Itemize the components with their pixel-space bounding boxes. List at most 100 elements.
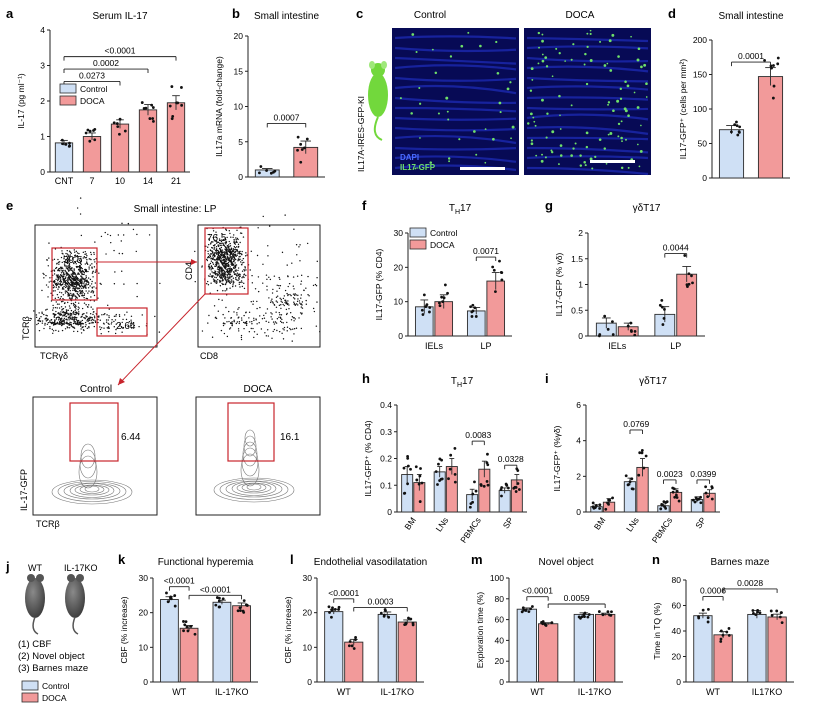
cell-event [62,277,65,279]
gfp-cell [475,153,478,156]
data-point [498,259,501,263]
data-point [330,608,334,612]
cell-event [237,308,239,310]
cell-event [261,318,264,320]
cell-event [211,250,213,252]
cell-event [37,319,39,322]
cell-event [69,251,72,253]
cell-event [222,324,225,327]
cell-event [84,257,86,259]
x-tick-label: SP [693,515,708,530]
gfp-cell [626,84,630,88]
cell-event [219,285,222,287]
y-tick-label: 1 [578,280,583,290]
cell-event [99,282,101,285]
cell-event [282,322,284,324]
bar [160,599,179,683]
cell-event [240,334,243,337]
cell-event [219,259,221,261]
cell-event [158,331,161,333]
villus-band [394,116,517,121]
cell-event [194,280,196,283]
data-point [725,630,729,634]
y-tick-label: 40 [672,626,682,636]
y-tick-label: 80 [495,594,505,604]
contour-doca-title: DOCA [244,384,273,395]
cell-event [216,241,219,244]
data-point [544,623,547,627]
cell-event [69,283,71,286]
cell-event [300,327,303,330]
cell-event [235,276,237,279]
cell-event [208,263,210,266]
cell-event [55,301,57,303]
cell-event [266,289,268,291]
contour-ring [240,453,260,487]
legend-label: DOCA [430,240,455,250]
cell-event [208,233,210,236]
data-point [84,131,88,135]
gfp-cell [637,47,641,51]
cell-event [215,265,217,268]
cell-event [68,260,70,262]
cell-event [85,276,87,279]
gfp-cell [620,136,623,140]
y-tick-label: 100 [490,573,504,583]
gfp-cell [585,145,589,149]
cell-event [217,258,219,260]
cell-event [69,297,71,299]
y-tick-label: 20 [234,31,244,41]
data-point [217,605,221,609]
cell-event [295,327,298,329]
cell-event [88,326,90,328]
sig-pvalue: 0.0006 [700,586,726,596]
cell-event [232,253,235,255]
gfp-cell [636,58,640,62]
cell-event [55,318,58,320]
cell-event [257,290,260,293]
data-point [447,477,450,481]
cell-event [214,272,216,274]
gfp-cell [537,62,540,65]
cell-event [236,254,238,256]
cell-event [230,281,233,283]
cell-event [73,279,75,282]
cell-event [83,302,86,304]
cell-event [66,278,69,280]
data-point [406,457,410,460]
data-point [88,139,92,143]
data-point [752,611,755,615]
data-point [583,611,587,615]
cell-event [80,324,82,326]
data-point [242,599,246,603]
cell-event [75,255,77,258]
cell-event [214,281,216,283]
cell-event [47,286,49,288]
cell-event [230,316,233,319]
data-point [170,117,174,121]
chart-title: Serum IL-17 [92,11,147,22]
cell-event [213,247,216,249]
cell-event [69,287,71,289]
cell-event [55,323,57,326]
gfp-cell [623,107,627,111]
cell-event [241,259,243,262]
x-tick-label: WT [337,687,351,697]
data-point [520,610,524,614]
cell-event [306,242,309,245]
cell-event [319,331,321,333]
cell-event [93,258,95,261]
cell-event [221,274,223,276]
cell-event [216,273,218,275]
cell-event [69,294,71,297]
cell-event [211,246,213,249]
x-tick-label: IL-17KO [215,687,249,697]
data-point [88,129,92,133]
cell-event [91,272,94,274]
cell-event [217,262,219,264]
data-point [115,122,119,125]
panel-letter-j: j [5,559,10,574]
